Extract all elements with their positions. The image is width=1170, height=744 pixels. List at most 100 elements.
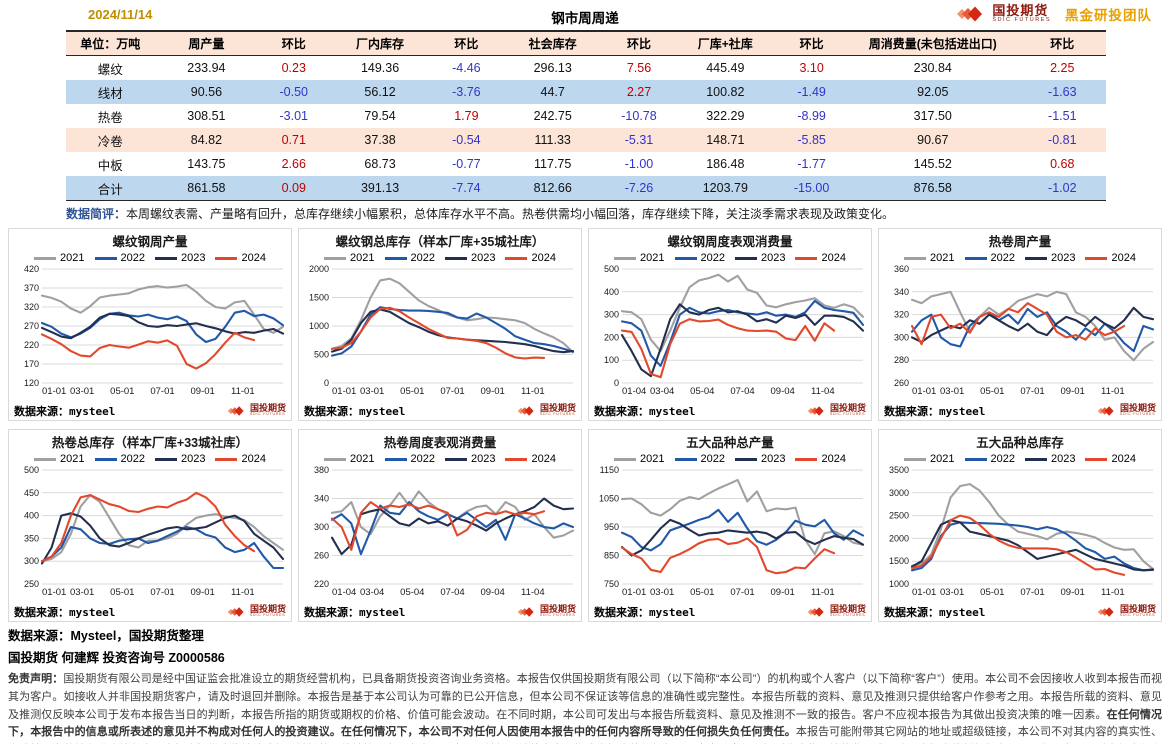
series-line-2024 (40, 331, 256, 370)
table-row: 热卷 308.51 -3.01 79.54 1.79 242.75 -10.78 322.29… (66, 104, 1106, 128)
x-axis-label: 05-04 (690, 386, 714, 397)
legend-label: 2022 (120, 252, 145, 264)
series-line-2023 (620, 518, 865, 557)
legend-swatch (155, 457, 177, 461)
chg-cell: 2.27 (626, 85, 652, 99)
mini-brand-text: 国投期货 SDIC FUTURES (1120, 404, 1156, 417)
col-header: 社会库存 (528, 37, 577, 51)
value-cell: 148.71 (706, 133, 745, 147)
chg-cell: -4.46 (452, 61, 481, 75)
series-line-2024 (620, 318, 836, 379)
chart-title: 热卷总库存（样本厂库+33城社库） (51, 436, 249, 450)
legend-label: 2024 (531, 453, 556, 465)
y-axis-label: 380 (314, 466, 329, 475)
sdic-logo-mini: 国投期货 SDIC FUTURES (1094, 404, 1156, 418)
col-header: 周消费量(未包括进出口) (868, 37, 997, 51)
x-axis-label: 01-01 (912, 587, 936, 598)
chart-source: 数据来源：mysteel (14, 403, 115, 419)
legend-item: 2023 (735, 453, 785, 465)
chart-title: 螺纹钢总库存（样本厂库+35城社库） (335, 235, 545, 249)
chart-panel-footer: 数据来源：mysteel 国投期货 SDIC FUTURES (592, 603, 868, 620)
y-axis-label: 0 (324, 378, 329, 388)
chart-panel: 螺纹钢周产量 2021 2022 2023 2024 120 170 220 270 320 370… (8, 228, 292, 421)
x-axis-label: 01-01 (42, 587, 66, 598)
x-axis-label: 05-01 (400, 386, 424, 397)
legend-item: 2021 (614, 453, 665, 465)
y-axis-label: 320 (24, 302, 39, 312)
comment-label: 数据简评： (66, 207, 127, 221)
legend-swatch (904, 256, 927, 260)
chart-legend: 2021 2022 2023 2024 (592, 251, 868, 265)
chart-plot: 260 280 300 320 340 360 01-01 03-01 05-01 07-01 09… (894, 264, 1155, 397)
value-cell: 445.49 (706, 61, 745, 75)
y-axis-label: 300 (24, 556, 39, 566)
y-axis-label: 340 (894, 287, 909, 297)
value-cell: 44.7 (540, 85, 565, 99)
x-axis-label: 05-01 (690, 587, 714, 598)
source-label: 数据来源： (594, 405, 649, 418)
chart-source: 数据来源：mysteel (884, 604, 985, 620)
chart-source: 数据来源：mysteel (594, 403, 695, 419)
source-label: 数据来源： (304, 405, 359, 418)
y-axis-label: 0 (614, 378, 619, 388)
legend-item: 2023 (1025, 252, 1075, 264)
y-axis-label: 300 (894, 332, 909, 342)
chart-source: 数据来源：mysteel (304, 604, 405, 620)
legend-label: 2023 (181, 453, 206, 465)
chart-legend: 2021 2022 2023 2024 (592, 452, 868, 466)
header-right: 国投期货 SDIC FUTURES 黑金研投团队 (951, 4, 1152, 24)
chg-cell: -5.31 (624, 133, 654, 147)
legend-item: 2023 (1025, 453, 1075, 465)
legend-item: 2021 (904, 453, 955, 465)
sdic-logo-mini: 国投期货 SDIC FUTURES (1094, 605, 1156, 619)
y-axis-label: 500 (314, 350, 329, 360)
legend-swatch (795, 256, 818, 260)
x-axis-label: 09-01 (481, 386, 505, 397)
x-axis-label: 03-01 (940, 587, 964, 598)
source-label: 数据来源： (884, 405, 939, 418)
x-axis-label: 01-01 (332, 386, 356, 397)
legend-swatch (445, 457, 467, 461)
value-cell: 68.73 (364, 157, 396, 171)
chart-title: 五大品种总库存 (976, 436, 1064, 450)
y-axis-label: 260 (894, 378, 909, 388)
source-name: mysteel (649, 404, 696, 418)
legend-item: 2021 (34, 453, 85, 465)
team-name: 黑金研投团队 (1065, 8, 1152, 23)
table-header-row: 单位：万吨 周产量 环比 厂内库存 环比 社会库存 环比 厂库+社库 环比 周消费量(未包括进出口… (66, 31, 1106, 56)
legend-swatch (155, 256, 177, 260)
legend-swatch (324, 457, 347, 461)
source-label: 数据来源： (304, 606, 359, 619)
value-cell: 111.33 (534, 133, 571, 147)
mini-brand-sub: SDIC FUTURES (539, 412, 576, 417)
series-line-2023 (620, 303, 865, 378)
value-cell: 92.05 (917, 85, 949, 99)
legend-label: 2024 (531, 252, 556, 264)
legend-label: 2022 (990, 252, 1015, 264)
chg-cell: 0.68 (1050, 157, 1075, 171)
value-cell: 143.75 (187, 157, 226, 171)
y-axis-label: 500 (604, 265, 619, 274)
x-axis-label: 09-04 (481, 587, 505, 598)
y-axis-label: 850 (604, 551, 619, 561)
legend-item: 2021 (904, 252, 955, 264)
y-axis-label: 1000 (889, 579, 909, 589)
y-axis-label: 400 (604, 287, 619, 297)
col-header: 周产量 (188, 37, 225, 51)
sdic-logo-mini: 国投期货 SDIC FUTURES (224, 605, 286, 619)
x-axis-label: 01-01 (622, 587, 646, 598)
value-cell: 322.29 (706, 109, 745, 123)
chart-title: 热卷周度表观消费量 (383, 436, 497, 450)
sdic-diamonds-icon (1097, 606, 1114, 617)
mini-brand-name: 国投期货 (1119, 403, 1156, 414)
chart-legend: 2021 2022 2023 2024 (12, 452, 288, 466)
y-axis-label: 1150 (600, 466, 619, 475)
series-line-2022 (330, 306, 575, 357)
chart-panel: 热卷周度表观消费量 2021 2022 2023 2024 220 260 300 340 380… (298, 429, 582, 622)
y-axis-label: 340 (314, 494, 329, 504)
sdic-diamonds-icon (1097, 405, 1114, 416)
value-cell: 79.54 (364, 109, 396, 123)
x-axis-label: 07-01 (1020, 386, 1044, 397)
value-cell: 56.12 (364, 85, 396, 99)
legend-swatch (904, 457, 927, 461)
